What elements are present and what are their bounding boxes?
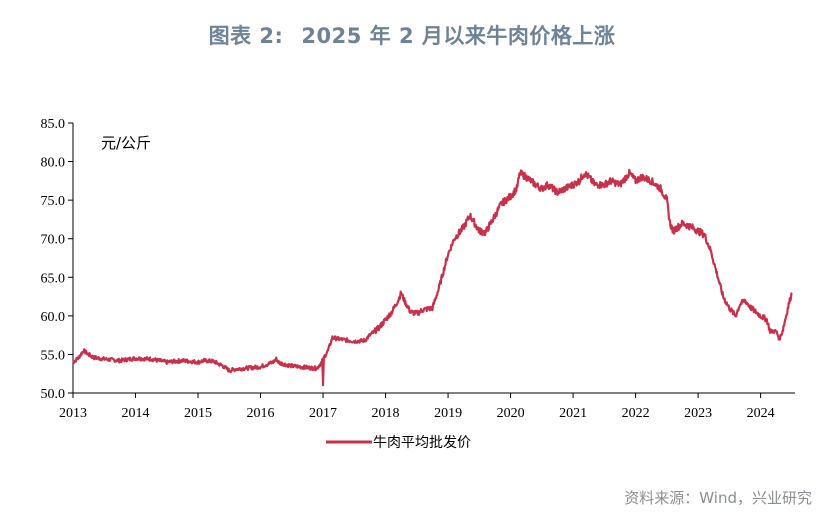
x-tick-label: 2023: [684, 406, 712, 421]
y-tick-label: 85.0: [41, 117, 66, 132]
x-tick-label: 2022: [622, 406, 650, 421]
x-tick-label: 2024: [747, 406, 775, 421]
x-tick-label: 2019: [434, 406, 462, 421]
x-tick-label: 2018: [372, 406, 400, 421]
y-tick-label: 65.0: [41, 271, 66, 286]
legend-label: 牛肉平均批发价: [373, 435, 471, 451]
x-tick-label: 2021: [559, 406, 587, 421]
y-tick-label: 55.0: [41, 348, 66, 363]
y-tick-label: 50.0: [41, 387, 66, 402]
chart-title: 图表 2: 2025 年 2 月以来牛肉价格上涨: [0, 20, 824, 50]
y-tick-label: 75.0: [41, 194, 66, 209]
x-tick-label: 2017: [309, 406, 337, 421]
x-tick-label: 2015: [184, 406, 212, 421]
y-tick-label: 70.0: [41, 233, 66, 248]
x-tick-label: 2020: [497, 406, 525, 421]
y-tick-label: 60.0: [41, 310, 66, 325]
x-tick-label: 2013: [59, 406, 87, 421]
figure-title: 2025 年 2 月以来牛肉价格上涨: [301, 24, 616, 48]
source-note: 资料来源：Wind，兴业研究: [624, 489, 812, 507]
series-line-beef-price: [72, 168, 793, 374]
y-tick-label: 80.0: [41, 156, 66, 171]
figure-number: 图表 2:: [208, 24, 284, 48]
x-tick-label: 2014: [122, 406, 150, 421]
unit-label: 元/公斤: [101, 134, 151, 152]
series-spike: [321, 355, 326, 387]
x-tick-label: 2016: [247, 406, 275, 421]
